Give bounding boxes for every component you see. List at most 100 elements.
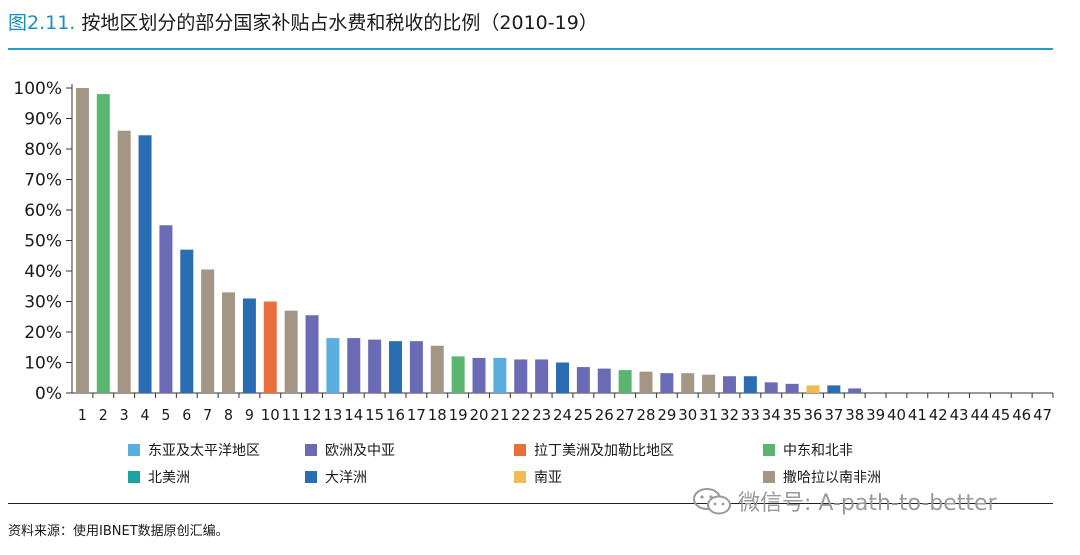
x-tick-label: 27	[616, 406, 635, 424]
x-tick-label: 12	[303, 406, 322, 424]
x-tick-label: 34	[762, 406, 781, 424]
bar	[201, 269, 215, 393]
x-tick-label: 38	[845, 406, 864, 424]
x-tick-label: 9	[245, 406, 254, 424]
legend-swatch	[763, 471, 775, 483]
bar	[639, 371, 653, 393]
bar	[263, 301, 277, 393]
legend-swatch	[305, 444, 317, 456]
x-tick-label: 16	[386, 406, 405, 424]
bar	[764, 382, 778, 393]
x-tick-label: 40	[887, 406, 906, 424]
bar	[785, 383, 799, 393]
y-tick-label: 90%	[24, 110, 62, 130]
wechat-icon	[693, 488, 731, 515]
bar	[284, 310, 298, 393]
x-tick-label: 10	[261, 406, 280, 424]
legend-item: 大洋洲	[305, 467, 367, 487]
bar	[96, 94, 110, 393]
bar	[409, 341, 423, 393]
bar	[222, 292, 236, 393]
x-tick-label: 24	[553, 406, 572, 424]
x-tick-label: 32	[720, 406, 739, 424]
legend-item: 撒哈拉以南非洲	[763, 467, 881, 487]
x-tick-label: 3	[120, 406, 129, 424]
bar	[117, 130, 131, 393]
x-tick-label: 41	[908, 406, 927, 424]
x-tick-label: 47	[1033, 406, 1052, 424]
legend-swatch	[763, 444, 775, 456]
y-tick-label: 0%	[35, 384, 62, 404]
x-tick-label: 22	[511, 406, 530, 424]
bar	[305, 315, 319, 393]
y-tick-label: 100%	[13, 79, 62, 99]
x-tick-label: 42	[929, 406, 948, 424]
bar	[451, 356, 465, 393]
y-tick-label: 60%	[24, 201, 62, 221]
legend-label: 北美洲	[148, 470, 190, 486]
x-tick-label: 35	[783, 406, 802, 424]
y-tick-label: 30%	[24, 293, 62, 313]
bar	[347, 338, 361, 393]
x-tick-label: 44	[970, 406, 989, 424]
y-tick-label: 20%	[24, 323, 62, 343]
x-tick-label: 5	[161, 406, 170, 424]
bar	[618, 370, 632, 393]
x-tick-label: 2	[99, 406, 108, 424]
bar	[660, 373, 674, 393]
x-tick-label: 8	[224, 406, 233, 424]
y-tick-label: 80%	[24, 140, 62, 160]
y-tick-label: 50%	[24, 232, 62, 252]
bar	[848, 388, 862, 393]
x-tick-label: 43	[950, 406, 969, 424]
bar	[430, 345, 444, 393]
legend-item: 欧洲及中亚	[305, 440, 395, 460]
bar	[743, 376, 757, 393]
legend-label: 撒哈拉以南非洲	[783, 470, 881, 486]
chart-title: 图2.11. 按地区划分的部分国家补贴占水费和税收的比例（2010-19）	[8, 8, 598, 35]
bar	[75, 88, 89, 393]
bar	[576, 367, 590, 393]
chart-legend: 东亚及太平洋地区 欧洲及中亚 拉丁美洲及加勒比地区 中东和北非 北美洲 大洋洲 …	[0, 436, 1080, 492]
x-tick-label: 18	[428, 406, 447, 424]
legend-item: 北美洲	[128, 467, 190, 487]
x-tick-label: 19	[449, 406, 468, 424]
bar	[556, 362, 569, 393]
x-tick-label: 28	[636, 406, 655, 424]
y-tick-label: 70%	[24, 171, 62, 191]
bar	[827, 385, 841, 393]
x-tick-label: 13	[323, 406, 342, 424]
x-tick-label: 21	[490, 406, 509, 424]
x-tick-label: 4	[141, 406, 150, 424]
legend-label: 欧洲及中亚	[325, 443, 395, 459]
bar	[242, 298, 256, 393]
figure-number: 图2.11.	[8, 12, 76, 34]
x-tick-label: 15	[365, 406, 384, 424]
legend-swatch	[128, 471, 140, 483]
bar	[472, 357, 486, 393]
title-rule	[8, 48, 1053, 50]
legend-swatch	[514, 471, 526, 483]
bar	[681, 373, 695, 393]
x-tick-label: 26	[595, 406, 614, 424]
x-tick-label: 45	[991, 406, 1010, 424]
bar	[138, 135, 152, 393]
x-tick-label: 7	[203, 406, 212, 424]
legend-label: 大洋洲	[325, 470, 367, 486]
x-tick-label: 33	[741, 406, 760, 424]
x-tick-label: 29	[657, 406, 676, 424]
legend-item: 南亚	[514, 467, 562, 487]
legend-swatch	[305, 471, 317, 483]
bar	[389, 341, 403, 393]
title-text: 按地区划分的部分国家补贴占水费和税收的比例（2010-19）	[81, 12, 598, 34]
bar	[722, 376, 736, 393]
legend-label: 南亚	[534, 470, 562, 486]
source-note: 资料来源：使用IBNET数据原创汇编。	[8, 524, 229, 539]
x-tick-label: 6	[182, 406, 191, 424]
bar	[535, 359, 549, 393]
x-tick-label: 20	[470, 406, 489, 424]
bar	[493, 357, 507, 393]
footer-rule	[8, 503, 1053, 504]
y-tick-label: 10%	[24, 354, 62, 374]
legend-label: 中东和北非	[783, 443, 853, 459]
